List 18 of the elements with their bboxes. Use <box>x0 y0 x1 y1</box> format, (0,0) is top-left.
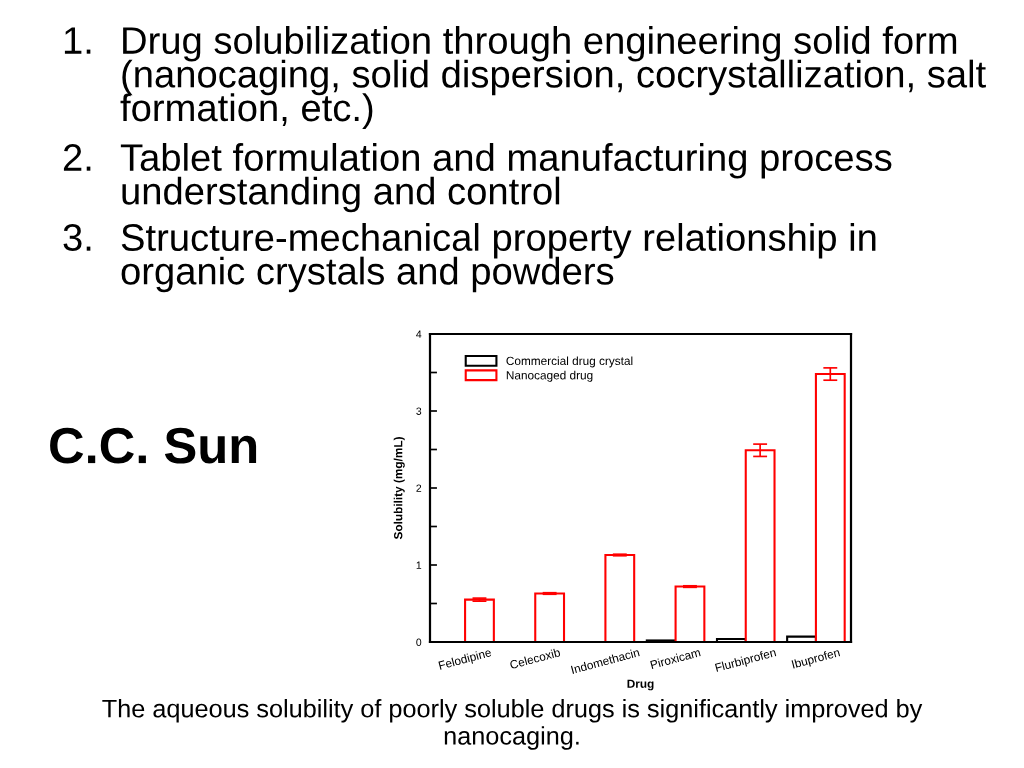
y-tick-label: 3 <box>416 407 422 415</box>
x-tick-label: Piroxicam <box>650 647 701 670</box>
text: 3. Structure-mechanical property relationship in organic crystals and powders <box>63 223 876 293</box>
legend-label: Commercial drug crystal <box>506 356 633 368</box>
y-axis-title: Solubility (mg/mL) <box>393 437 405 540</box>
y-tick-label: 2 <box>416 484 422 492</box>
x-tick-label: Celecoxib <box>509 647 561 670</box>
legend-label: Nanocaged drug <box>506 370 593 382</box>
x-tick-label: Ibuprofen <box>791 647 841 671</box>
text: The aqueous solubility of poorly soluble drugs is significantly improved by nanocaging. <box>102 699 923 750</box>
y-tick-label: 1 <box>416 561 422 569</box>
text: C.C. Sun <box>50 427 257 464</box>
text: 1. Drug solubilization through engineering solid form (nanocaging, solid dispersion, cocrystallization, salt formation, etc.) <box>64 26 986 129</box>
y-tick-label: 0 <box>416 638 422 646</box>
y-tick-label: 4 <box>416 330 422 338</box>
x-axis-title: Drug <box>627 679 654 691</box>
x-tick-label: Felodipine <box>438 647 493 673</box>
text: 2. Tablet formulation and manufacturing process understanding and control <box>63 143 892 213</box>
